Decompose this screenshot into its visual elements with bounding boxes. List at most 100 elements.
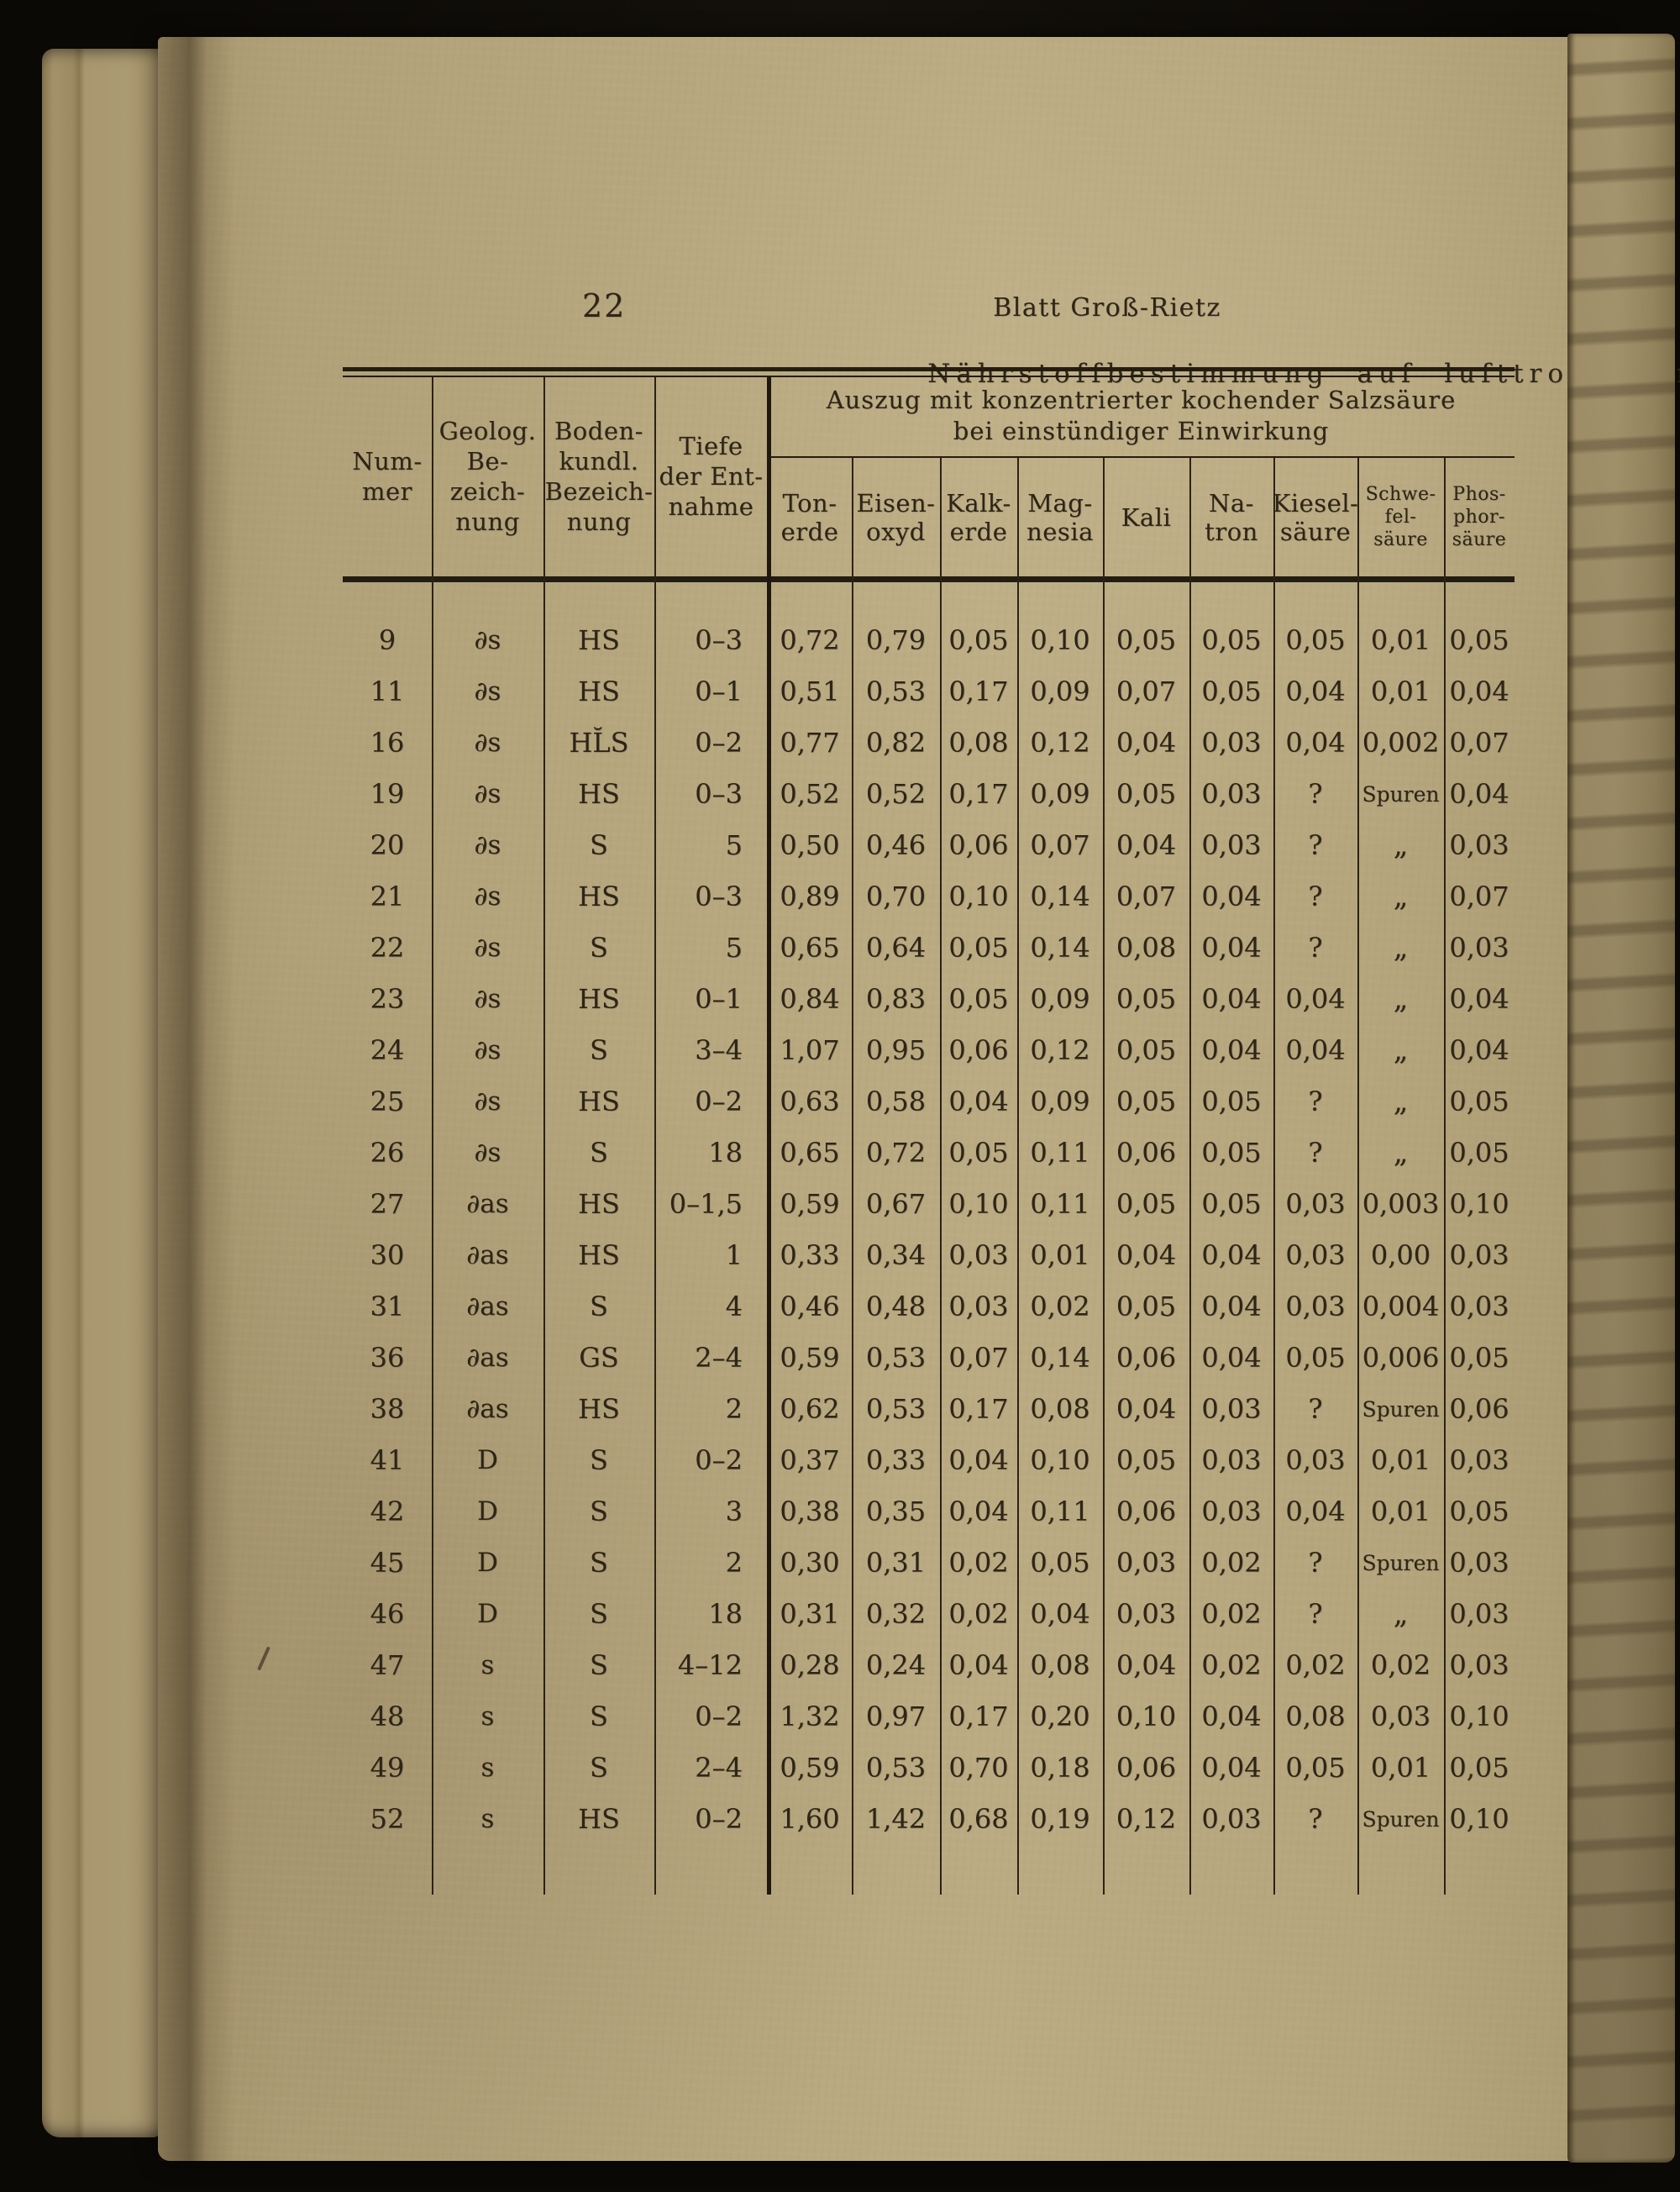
table-cell: 0,01 (1370, 1496, 1431, 1527)
table-cell: 0,82 (865, 727, 927, 759)
table-cell: HS (578, 1239, 620, 1271)
label-line: Boden- (554, 417, 643, 445)
table-cell: 9 (378, 624, 396, 656)
column-divider (1017, 458, 1019, 1895)
table-cell: 0–1 (695, 675, 743, 707)
table-cell: 0,10 (1449, 1701, 1509, 1732)
label-line: Na- (1209, 488, 1254, 518)
table-cell: 0,11 (1030, 1188, 1090, 1220)
table-cell: 0,04 (1285, 1496, 1346, 1527)
table-cell: 0,03 (1449, 1547, 1509, 1579)
table-cell: 0,04 (948, 1444, 1009, 1476)
table-cell: 0,05 (1285, 1342, 1346, 1374)
table-cell: 26 (370, 1137, 405, 1169)
table-cell: S (590, 1701, 608, 1732)
nutrient-table: Auszug mit konzentrierter kochender Salz… (257, 367, 1515, 1895)
table-cell: 0,07 (948, 1342, 1009, 1374)
label-line: Geolog. (438, 417, 537, 445)
table-cell: 0–2 (695, 1803, 743, 1835)
table-cell: 0,03 (1201, 727, 1262, 759)
table-cell: 0,04 (1116, 1239, 1177, 1271)
table-cell: s (480, 1804, 495, 1834)
table-cell: „ (1393, 982, 1409, 1016)
table-cell: „ (1393, 828, 1409, 862)
column-divider (940, 458, 942, 1895)
table-cell: 0,05 (1030, 1547, 1090, 1579)
table-cell: 0,02 (1201, 1547, 1262, 1579)
table-cell: 0,03 (1449, 932, 1509, 964)
table-cell: 0,04 (1116, 1649, 1177, 1681)
table-cell: 0,002 (1362, 727, 1440, 759)
underlying-page-edge (42, 49, 161, 2137)
table-cell: 0,09 (1030, 778, 1090, 810)
label-line: Auszug mit konzentrierter kochender Salz… (826, 386, 1457, 414)
table-cell: 19 (370, 778, 405, 810)
table-cell: 0,02 (1201, 1598, 1262, 1630)
table-cell: 0–3 (695, 624, 743, 656)
table-cell: HS (578, 983, 620, 1015)
table-cell: 0,11 (1030, 1137, 1090, 1169)
table-cell: Spuren (1362, 1807, 1440, 1832)
table-cell: 0,04 (1201, 1342, 1262, 1374)
table-cell: 0,64 (865, 932, 927, 964)
table-row: 48 s S 0–2 1,32 0,97 0,17 0,20 0,10 0,04 0,08 0,03 0… (343, 1691, 1515, 1743)
table-cell: 1 (725, 1239, 743, 1271)
table-cell: 18 (708, 1137, 743, 1169)
gutter-shadow (158, 37, 235, 2161)
table-cell: 0,03 (1285, 1188, 1346, 1220)
table-cell: 0,05 (948, 624, 1009, 656)
table-cell: 0,70 (865, 880, 927, 912)
table-cell: 0,59 (780, 1342, 840, 1374)
table-cell: S (590, 1547, 608, 1579)
table-cell: 0,05 (1201, 675, 1262, 707)
table-cell: 0,32 (865, 1598, 927, 1630)
table-row: 27 ∂as HS 0–1,5 0,59 0,67 0,10 0,11 0,05 0,05 0,03… (343, 1179, 1515, 1230)
table-row: 47 s S 4–12 0,28 0,24 0,04 0,08 0,04 0,02 0,02 0,02… (343, 1640, 1515, 1691)
table-cell: HS (578, 880, 620, 912)
table-cell: 0–2 (695, 1444, 743, 1476)
table-row: 42 D S 3 0,38 0,35 0,04 0,11 0,06 0,03 0,04 0,01 0,0… (343, 1486, 1515, 1538)
column-divider (1444, 458, 1446, 1895)
table-cell: 3–4 (695, 1034, 743, 1066)
table-cell: 0,04 (1201, 880, 1262, 912)
table-cell: 0,17 (948, 1393, 1009, 1425)
table-cell: 0,63 (780, 1085, 840, 1117)
table-cell: 0,51 (780, 675, 840, 707)
table-row: 11 ∂s HS 0–1 0,51 0,53 0,17 0,09 0,07 0,05 0,04 0,0… (343, 666, 1515, 718)
table-row: 49 s S 2–4 0,59 0,53 0,70 0,18 0,06 0,04 0,05 0,01 0… (343, 1743, 1515, 1794)
table-cell: s (480, 1753, 495, 1783)
table-cell: D (477, 1599, 498, 1629)
table-cell: 0,10 (948, 880, 1009, 912)
column-header-nummer: Num-mer (343, 376, 432, 576)
table-row: 19 ∂s HS 0–3 0,52 0,52 0,17 0,09 0,05 0,03? Spuren… (343, 769, 1515, 820)
column-header-tonerde: Ton-erde (768, 458, 852, 576)
table-cell: 0,05 (1449, 1137, 1509, 1169)
table-cell: ? (1308, 1085, 1323, 1117)
table-cell: 0,05 (1285, 1752, 1346, 1784)
table-cell: 27 (370, 1188, 405, 1220)
table-cell: ∂as (466, 1291, 509, 1322)
table-cell: 0,04 (1285, 727, 1346, 759)
table-body: 9 ∂s HS 0–3 0,72 0,79 0,05 0,10 0,05 0,05 0,05 0,01… (343, 615, 1515, 1845)
table-cell: 0,02 (1370, 1649, 1431, 1681)
table-row: 36 ∂as GS 2–4 0,59 0,53 0,07 0,14 0,06 0,04 0,05 0,… (343, 1333, 1515, 1384)
table-cell: 0,00 (1370, 1239, 1431, 1271)
table-row: 16 ∂s HL̆S 0–2 0,77 0,82 0,08 0,12 0,04 0,03 0,04 0… (343, 718, 1515, 769)
table-cell: 45 (370, 1547, 405, 1579)
table-cell: 0,03 (1116, 1598, 1177, 1630)
table-cell: 0,79 (865, 624, 927, 656)
label-line: nung (566, 507, 632, 536)
column-header-tiefe: Tiefe der Ent-nahme (654, 376, 768, 576)
label-line: kundl. (559, 447, 639, 476)
page-edge-stack (1567, 34, 1675, 2163)
table-cell: ∂s (474, 728, 501, 758)
table-cell: 0,05 (1285, 624, 1346, 656)
table-cell: 0,01 (1370, 1444, 1431, 1476)
label-line: erde (949, 517, 1008, 546)
label-line: nesia (1026, 517, 1094, 546)
table-cell: 0,83 (865, 983, 927, 1015)
label-line: Kali (1121, 502, 1172, 532)
table-cell: 0,46 (865, 829, 927, 861)
table-cell: 5 (725, 932, 743, 964)
